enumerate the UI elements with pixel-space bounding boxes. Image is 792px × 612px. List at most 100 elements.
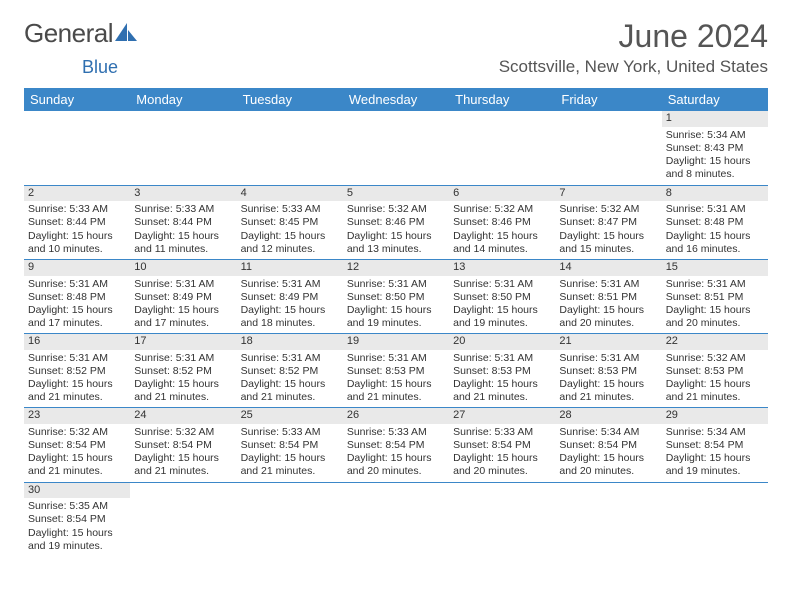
sunset-line: Sunset: 8:50 PM xyxy=(347,291,445,304)
daylight-line: Daylight: 15 hours and 21 minutes. xyxy=(134,378,232,404)
sunrise-line: Sunrise: 5:33 AM xyxy=(453,426,551,439)
daylight-line: Daylight: 15 hours and 15 minutes. xyxy=(559,230,657,256)
sunset-line: Sunset: 8:45 PM xyxy=(241,216,339,229)
day-body: Sunrise: 5:31 AMSunset: 8:49 PMDaylight:… xyxy=(134,278,232,331)
calendar-cell: 18Sunrise: 5:31 AMSunset: 8:52 PMDayligh… xyxy=(237,334,343,408)
sunset-line: Sunset: 8:54 PM xyxy=(453,439,551,452)
calendar-cell xyxy=(343,111,449,185)
sunset-line: Sunset: 8:47 PM xyxy=(559,216,657,229)
calendar-cell: 20 Sunrise: 5:31 AMSunset: 8:53 PMDayligh… xyxy=(449,334,555,408)
day-number: 17 xyxy=(130,334,236,350)
calendar-cell xyxy=(130,482,236,556)
day-number: 15 xyxy=(662,260,768,276)
calendar-cell: 21Sunrise: 5:31 AMSunset: 8:53 PMDayligh… xyxy=(555,334,661,408)
day-number: 14 xyxy=(555,260,661,276)
month-title: June 2024 xyxy=(499,18,768,55)
daylight-line: Daylight: 15 hours and 13 minutes. xyxy=(347,230,445,256)
calendar-cell xyxy=(343,482,449,556)
daylight-line: Daylight: 15 hours and 20 minutes. xyxy=(666,304,764,330)
day-body: Sunrise: 5:31 AMSunset: 8:52 PMDaylight:… xyxy=(134,352,232,405)
sunset-line: Sunset: 8:48 PM xyxy=(666,216,764,229)
day-number: 28 xyxy=(555,408,661,424)
day-body: Sunrise: 5:33 AMSunset: 8:44 PMDaylight:… xyxy=(28,203,126,256)
calendar-cell: 7Sunrise: 5:32 AMSunset: 8:47 PMDaylight… xyxy=(555,185,661,259)
day-body: Sunrise: 5:31 AMSunset: 8:50 PMDaylight:… xyxy=(347,278,445,331)
day-number: 9 xyxy=(24,260,130,276)
daylight-line: Daylight: 15 hours and 10 minutes. xyxy=(28,230,126,256)
daylight-line: Daylight: 15 hours and 20 minutes. xyxy=(453,452,551,478)
day-number: 25 xyxy=(237,408,343,424)
daylight-line: Daylight: 15 hours and 21 minutes. xyxy=(559,378,657,404)
weekday-header: Sunday xyxy=(24,88,130,111)
sunset-line: Sunset: 8:51 PM xyxy=(559,291,657,304)
calendar-cell: 17 Sunrise: 5:31 AMSunset: 8:52 PMDayligh… xyxy=(130,334,236,408)
sunset-line: Sunset: 8:46 PM xyxy=(347,216,445,229)
weekday-header: Tuesday xyxy=(237,88,343,111)
day-number: 16 xyxy=(24,334,130,350)
day-body: Sunrise: 5:33 AMSunset: 8:54 PMDaylight:… xyxy=(241,426,339,479)
day-body: Sunrise: 5:31 AMSunset: 8:53 PMDaylight:… xyxy=(453,352,551,405)
calendar-cell: 3Sunrise: 5:33 AMSunset: 8:44 PMDaylight… xyxy=(130,185,236,259)
sunset-line: Sunset: 8:52 PM xyxy=(28,365,126,378)
sunset-line: Sunset: 8:49 PM xyxy=(134,291,232,304)
sunrise-line: Sunrise: 5:33 AM xyxy=(28,203,126,216)
sunrise-line: Sunrise: 5:31 AM xyxy=(28,352,126,365)
day-body: Sunrise: 5:32 AMSunset: 8:53 PMDaylight:… xyxy=(666,352,764,405)
daylight-line: Daylight: 15 hours and 21 minutes. xyxy=(241,378,339,404)
sunrise-line: Sunrise: 5:31 AM xyxy=(28,278,126,291)
sunrise-line: Sunrise: 5:34 AM xyxy=(559,426,657,439)
calendar-cell: 13Sunrise: 5:31 AMSunset: 8:50 PMDayligh… xyxy=(449,259,555,333)
sunrise-line: Sunrise: 5:31 AM xyxy=(134,278,232,291)
calendar-cell xyxy=(449,482,555,556)
sunrise-line: Sunrise: 5:32 AM xyxy=(347,203,445,216)
day-number: 10 xyxy=(130,260,236,276)
sunset-line: Sunset: 8:53 PM xyxy=(347,365,445,378)
sunrise-line: Sunrise: 5:34 AM xyxy=(666,129,764,142)
calendar-week-row: 9Sunrise: 5:31 AMSunset: 8:48 PMDaylight… xyxy=(24,259,768,333)
day-number: 23 xyxy=(24,408,130,424)
sunrise-line: Sunrise: 5:33 AM xyxy=(241,426,339,439)
calendar-cell: 22 Sunrise: 5:32 AMSunset: 8:53 PMDayligh… xyxy=(662,334,768,408)
calendar-cell: 26Sunrise: 5:33 AMSunset: 8:54 PMDayligh… xyxy=(343,408,449,482)
calendar-table: Sunday Monday Tuesday Wednesday Thursday… xyxy=(24,88,768,556)
weekday-header: Saturday xyxy=(662,88,768,111)
calendar-cell xyxy=(555,111,661,185)
logo-sail-icon xyxy=(115,21,137,41)
calendar-cell: 23Sunrise: 5:32 AMSunset: 8:54 PMDayligh… xyxy=(24,408,130,482)
day-number: 7 xyxy=(555,186,661,202)
sunset-line: Sunset: 8:49 PM xyxy=(241,291,339,304)
calendar-cell: 2Sunrise: 5:33 AMSunset: 8:44 PMDaylight… xyxy=(24,185,130,259)
day-number: 1 xyxy=(662,111,768,127)
daylight-line: Daylight: 15 hours and 12 minutes. xyxy=(241,230,339,256)
sunrise-line: Sunrise: 5:31 AM xyxy=(134,352,232,365)
sunrise-line: Sunrise: 5:34 AM xyxy=(666,426,764,439)
daylight-line: Daylight: 15 hours and 21 minutes. xyxy=(666,378,764,404)
calendar-cell: 4Sunrise: 5:33 AMSunset: 8:45 PMDaylight… xyxy=(237,185,343,259)
calendar-cell: 16 Sunrise: 5:31 AMSunset: 8:52 PMDayligh… xyxy=(24,334,130,408)
day-number: 22 xyxy=(662,334,768,350)
day-body: Sunrise: 5:31 AMSunset: 8:52 PMDaylight:… xyxy=(28,352,126,405)
calendar-cell xyxy=(449,111,555,185)
day-number: 12 xyxy=(343,260,449,276)
day-body: Sunrise: 5:31 AMSunset: 8:51 PMDaylight:… xyxy=(666,278,764,331)
sunrise-line: Sunrise: 5:31 AM xyxy=(666,203,764,216)
daylight-line: Daylight: 15 hours and 18 minutes. xyxy=(241,304,339,330)
calendar-cell: 25 Sunrise: 5:33 AMSunset: 8:54 PMDayligh… xyxy=(237,408,343,482)
day-number: 8 xyxy=(662,186,768,202)
day-number: 20 xyxy=(449,334,555,350)
calendar-cell: 29Sunrise: 5:34 AMSunset: 8:54 PMDayligh… xyxy=(662,408,768,482)
calendar-cell xyxy=(555,482,661,556)
calendar-cell: 12 Sunrise: 5:31 AMSunset: 8:50 PMDayligh… xyxy=(343,259,449,333)
calendar-cell xyxy=(130,111,236,185)
sunrise-line: Sunrise: 5:31 AM xyxy=(347,352,445,365)
daylight-line: Daylight: 15 hours and 8 minutes. xyxy=(666,155,764,181)
day-number: 24 xyxy=(130,408,236,424)
day-number: 6 xyxy=(449,186,555,202)
sunrise-line: Sunrise: 5:33 AM xyxy=(347,426,445,439)
sunrise-line: Sunrise: 5:31 AM xyxy=(559,352,657,365)
sunset-line: Sunset: 8:44 PM xyxy=(28,216,126,229)
day-body: Sunrise: 5:34 AMSunset: 8:54 PMDaylight:… xyxy=(559,426,657,479)
daylight-line: Daylight: 15 hours and 16 minutes. xyxy=(666,230,764,256)
sunset-line: Sunset: 8:43 PM xyxy=(666,142,764,155)
day-body: Sunrise: 5:33 AMSunset: 8:44 PMDaylight:… xyxy=(134,203,232,256)
